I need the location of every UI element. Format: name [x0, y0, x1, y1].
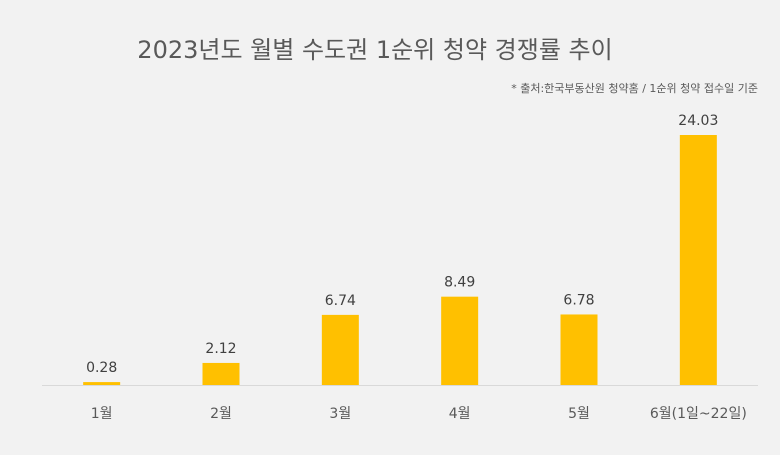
data-label: 6.74 [325, 293, 356, 309]
x-tick-label: 4월 [449, 406, 471, 422]
x-tick-label: 1월 [91, 406, 113, 422]
bar [441, 296, 479, 385]
bar [83, 382, 121, 385]
chart-title: 2023년도 월별 수도권 1순위 청약 경쟁률 추이 [137, 36, 613, 64]
bar [560, 314, 598, 385]
bars-group [83, 135, 717, 385]
data-labels-group: 0.28 2.12 6.74 8.49 6.78 24.03 [86, 113, 718, 376]
chart-source-note: * 출처:한국부동산원 청약홈 / 1순위 청약 접수일 기준 [511, 82, 758, 95]
data-label: 0.28 [86, 360, 117, 376]
data-label: 2.12 [205, 341, 236, 357]
data-label: 6.78 [563, 292, 594, 308]
bar [679, 135, 717, 385]
data-label: 8.49 [444, 275, 475, 291]
x-tick-label: 5월 [568, 406, 590, 422]
bar [321, 314, 359, 385]
data-label: 24.03 [678, 113, 718, 129]
x-tick-label: 2월 [210, 406, 232, 422]
x-tick-label: 6월(1일~22일) [650, 406, 747, 422]
x-tick-label: 3월 [329, 406, 351, 422]
bar [202, 362, 240, 385]
x-tick-labels-group: 1월 2월 3월 4월 5월 6월(1일~22일) [91, 406, 747, 422]
